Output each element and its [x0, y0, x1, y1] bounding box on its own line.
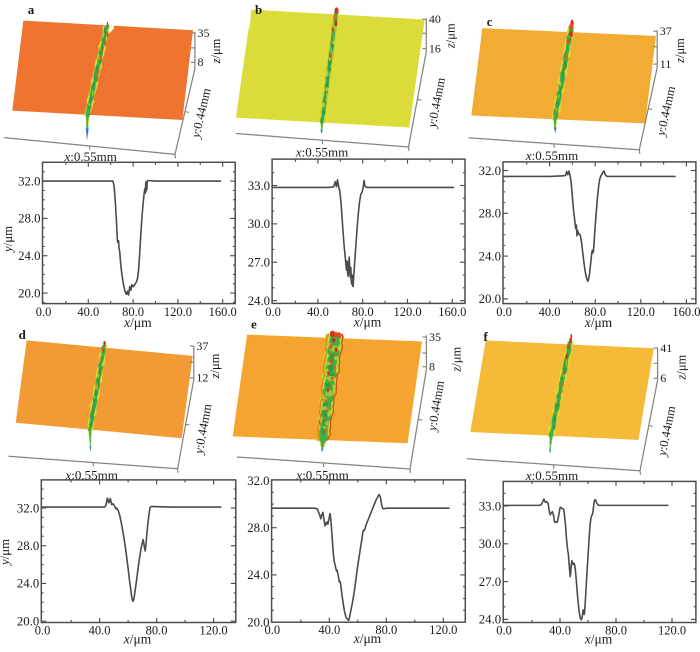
svg-text:40.0: 40.0 [307, 305, 329, 319]
svg-text:x:0.55mm: x:0.55mm [525, 468, 578, 483]
svg-text:z/μm: z/μm [444, 23, 458, 49]
svg-text:27.0: 27.0 [248, 256, 270, 270]
svg-text:x/μm: x/μm [584, 631, 613, 646]
svg-text:80.0: 80.0 [352, 305, 374, 319]
svg-text:37: 37 [196, 339, 208, 353]
svg-text:160.0: 160.0 [209, 305, 237, 319]
svg-text:c: c [487, 14, 493, 29]
svg-text:20.0: 20.0 [18, 286, 40, 300]
svg-text:80.0: 80.0 [146, 623, 168, 637]
svg-text:40.0: 40.0 [77, 305, 99, 319]
svg-text:40.0: 40.0 [539, 305, 561, 319]
svg-text:40: 40 [429, 12, 441, 26]
svg-text:x:0.55mm: x:0.55mm [295, 468, 348, 483]
svg-text:28.0: 28.0 [18, 212, 40, 226]
svg-text:y/μm: y/μm [0, 539, 12, 567]
svg-text:0.0: 0.0 [264, 623, 280, 637]
svg-text:80.0: 80.0 [584, 305, 606, 319]
svg-text:28.0: 28.0 [247, 521, 269, 535]
svg-text:28.0: 28.0 [479, 207, 501, 221]
svg-text:0.0: 0.0 [265, 305, 281, 319]
svg-text:41: 41 [660, 341, 672, 355]
svg-text:x:0.55mm: x:0.55mm [295, 144, 348, 159]
svg-text:z/μm: z/μm [208, 353, 222, 379]
svg-text:20.0: 20.0 [17, 614, 39, 628]
svg-text:x:0.55mm: x:0.55mm [65, 468, 118, 483]
svg-text:80.0: 80.0 [375, 623, 397, 637]
svg-text:8: 8 [198, 55, 204, 69]
svg-text:8: 8 [429, 360, 435, 374]
svg-text:a: a [28, 2, 35, 17]
svg-text:16: 16 [429, 41, 441, 55]
svg-text:x/μm: x/μm [353, 631, 382, 646]
svg-text:x:0.55mm: x:0.55mm [64, 149, 117, 164]
svg-text:24.0: 24.0 [18, 249, 40, 263]
svg-text:120.0: 120.0 [658, 623, 686, 637]
svg-text:0.0: 0.0 [496, 305, 512, 319]
svg-text:0.0: 0.0 [35, 623, 51, 637]
svg-text:37: 37 [660, 24, 672, 38]
svg-text:0.0: 0.0 [36, 305, 52, 319]
svg-text:b: b [255, 2, 262, 17]
svg-text:35: 35 [429, 330, 441, 344]
svg-text:33.0: 33.0 [248, 179, 270, 193]
svg-text:12: 12 [196, 371, 208, 385]
svg-text:80.0: 80.0 [605, 623, 627, 637]
svg-text:32.0: 32.0 [479, 164, 501, 178]
svg-text:32.0: 32.0 [18, 174, 40, 188]
svg-text:40.0: 40.0 [549, 623, 571, 637]
svg-text:30.0: 30.0 [248, 217, 270, 231]
svg-text:24.0: 24.0 [248, 294, 270, 308]
svg-text:120.0: 120.0 [393, 305, 421, 319]
svg-text:20.0: 20.0 [479, 292, 501, 306]
svg-text:80.0: 80.0 [122, 305, 144, 319]
svg-text:30.0: 30.0 [479, 537, 501, 551]
svg-text:32.0: 32.0 [17, 501, 39, 515]
svg-text:120.0: 120.0 [627, 305, 655, 319]
svg-text:32.0: 32.0 [247, 474, 269, 488]
svg-text:40.0: 40.0 [318, 623, 340, 637]
svg-text:x/μm: x/μm [123, 631, 152, 646]
svg-text:120.0: 120.0 [200, 623, 228, 637]
svg-text:e: e [251, 316, 257, 331]
svg-text:z/μm: z/μm [673, 38, 687, 64]
svg-text:28.0: 28.0 [17, 539, 39, 553]
svg-text:0.0: 0.0 [496, 623, 512, 637]
svg-text:x:0.55mm: x:0.55mm [525, 148, 578, 163]
svg-text:33.0: 33.0 [479, 499, 501, 513]
svg-text:120.0: 120.0 [429, 623, 457, 637]
svg-text:24.0: 24.0 [17, 577, 39, 591]
svg-text:24.0: 24.0 [247, 568, 269, 582]
svg-text:24.0: 24.0 [479, 249, 501, 263]
svg-text:z/μm: z/μm [674, 354, 688, 380]
svg-text:160.0: 160.0 [672, 305, 700, 319]
svg-text:6: 6 [660, 371, 666, 385]
svg-text:160.0: 160.0 [438, 305, 466, 319]
svg-text:y/μm: y/μm [1, 226, 15, 254]
svg-text:x/μm: x/μm [584, 315, 613, 330]
svg-text:24.0: 24.0 [479, 613, 501, 627]
svg-text:120.0: 120.0 [164, 305, 192, 319]
svg-text:20.0: 20.0 [247, 615, 269, 629]
svg-text:35: 35 [198, 26, 210, 40]
svg-text:40.0: 40.0 [89, 623, 111, 637]
svg-text:z/μm: z/μm [209, 38, 223, 64]
svg-text:z/μm: z/μm [449, 347, 463, 373]
svg-text:11: 11 [660, 57, 672, 71]
svg-text:d: d [19, 327, 27, 342]
svg-text:27.0: 27.0 [479, 575, 501, 589]
svg-text:x/μm: x/μm [353, 315, 382, 330]
svg-text:x/μm: x/μm [123, 315, 152, 330]
svg-text:f: f [484, 329, 489, 344]
